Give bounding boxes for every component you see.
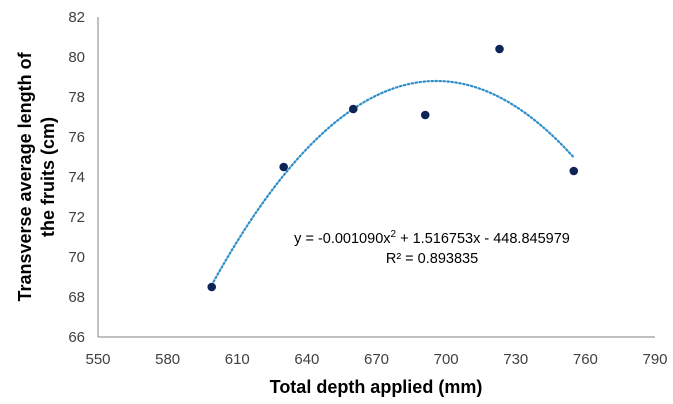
data-point [348, 104, 358, 114]
r-squared-label: R² = 0.893835 [386, 251, 478, 267]
data-points [207, 44, 579, 292]
x-tick-label: 670 [364, 351, 389, 368]
data-point [279, 162, 288, 172]
axes [97, 17, 655, 338]
x-tick-label: 730 [503, 351, 528, 368]
y-tick-labels: 66 68 70 72 74 76 78 80 82 [68, 9, 85, 346]
x-tick-label: 790 [642, 351, 667, 368]
y-axis-title-line-2: the fruits (cm) [38, 117, 58, 237]
data-point [420, 110, 430, 120]
trend-equation: y = -0.001090x2 + 1.516753x - 448.845979 [294, 229, 570, 247]
x-tick-label: 550 [85, 351, 110, 368]
x-tick-label: 580 [155, 351, 180, 368]
x-tick-label: 610 [225, 351, 250, 368]
y-tick-label: 72 [68, 209, 85, 226]
y-axis-title-line-1: Transverse average length of [15, 51, 35, 301]
data-point [495, 44, 504, 54]
y-axis-title: Transverse average length of the fruits … [15, 51, 58, 301]
x-tick-label: 760 [573, 351, 598, 368]
y-tick-label: 70 [68, 249, 85, 266]
x-axis-title: Total depth applied (mm) [270, 377, 483, 397]
trendline [210, 79, 575, 287]
y-tick-label: 74 [68, 169, 85, 186]
equation-suffix: + 1.516753x - 448.845979 [396, 231, 570, 247]
y-tick-label: 78 [68, 89, 85, 106]
y-tick-label: 82 [68, 9, 85, 26]
data-point [207, 282, 217, 292]
y-tick-label: 80 [68, 49, 85, 66]
equation-prefix: y = -0.001090x [294, 231, 391, 247]
x-tick-label: 640 [294, 351, 319, 368]
x-tick-label: 700 [434, 351, 459, 368]
equation-superscript: 2 [391, 229, 397, 240]
y-tick-label: 76 [68, 129, 85, 146]
y-tick-label: 68 [68, 289, 85, 306]
x-tick-labels: 550 580 610 640 670 700 730 760 790 [85, 351, 667, 368]
y-tick-label: 66 [68, 329, 85, 346]
data-point [569, 166, 579, 176]
